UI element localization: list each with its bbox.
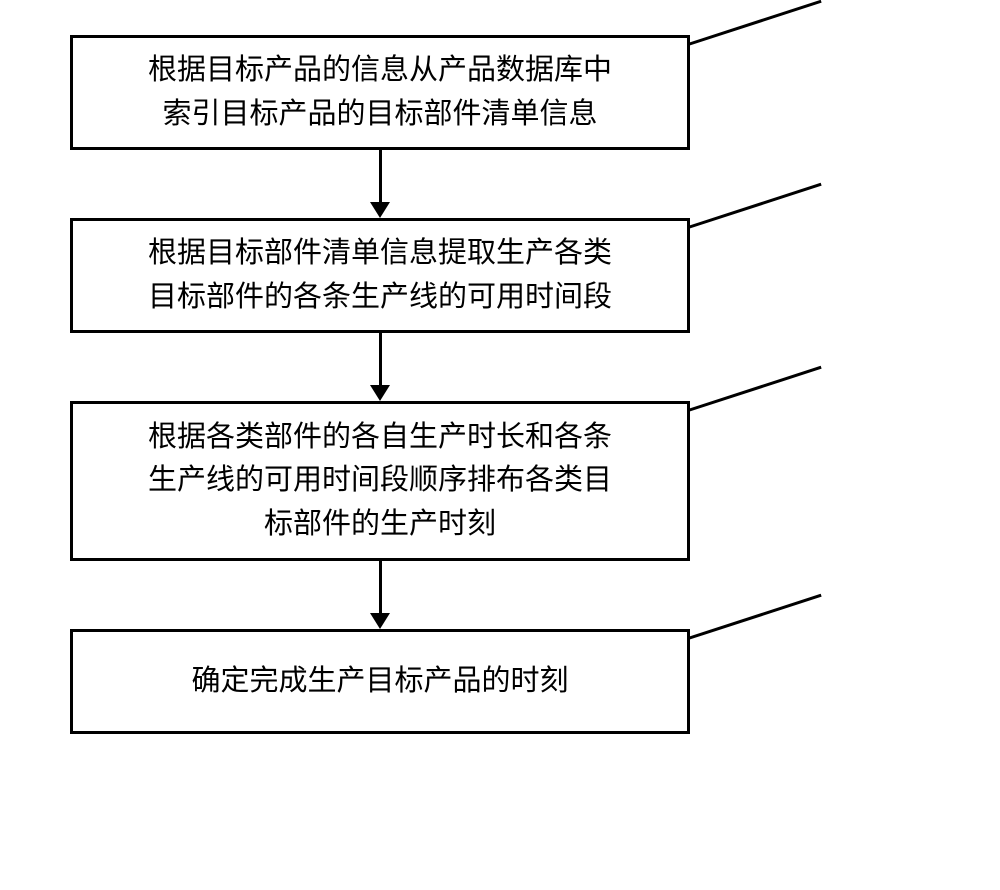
arrow-down [70, 561, 690, 629]
arrow-shaft [379, 150, 382, 202]
flowchart-container: 根据目标产品的信息从产品数据库中 索引目标产品的目标部件清单信息S101根据目标… [70, 35, 930, 734]
arrow-head-icon [370, 613, 390, 629]
arrow-head-icon [370, 202, 390, 218]
flow-box-text: 根据目标部件清单信息提取生产各类 目标部件的各条生产线的可用时间段 [148, 232, 612, 319]
arrow-head-icon [370, 385, 390, 401]
flow-box-text: 确定完成生产目标产品的时刻 [191, 660, 568, 704]
arrow-down [70, 333, 690, 401]
connector-line [688, 183, 822, 229]
flow-step-s104: 确定完成生产目标产品的时刻S104 [70, 629, 930, 734]
connector-line [688, 594, 822, 640]
flow-box: 根据目标产品的信息从产品数据库中 索引目标产品的目标部件清单信息 [70, 35, 690, 150]
flow-box: 确定完成生产目标产品的时刻 [70, 629, 690, 734]
flow-box: 根据目标部件清单信息提取生产各类 目标部件的各条生产线的可用时间段 [70, 218, 690, 333]
arrow-shaft [379, 333, 382, 385]
flow-box-text: 根据各类部件的各自生产时长和各条 生产线的可用时间段顺序排布各类目 标部件的生产… [148, 416, 612, 547]
flow-box-text: 根据目标产品的信息从产品数据库中 索引目标产品的目标部件清单信息 [148, 49, 612, 136]
flow-step-s101: 根据目标产品的信息从产品数据库中 索引目标产品的目标部件清单信息S101 [70, 35, 930, 150]
connector-line [688, 366, 822, 412]
flow-step-s103: 根据各类部件的各自生产时长和各条 生产线的可用时间段顺序排布各类目 标部件的生产… [70, 401, 930, 561]
arrow-down [70, 150, 690, 218]
arrow-shaft [379, 561, 382, 613]
flow-box: 根据各类部件的各自生产时长和各条 生产线的可用时间段顺序排布各类目 标部件的生产… [70, 401, 690, 561]
connector-line [688, 0, 822, 46]
flow-step-s102: 根据目标部件清单信息提取生产各类 目标部件的各条生产线的可用时间段S102 [70, 218, 930, 333]
